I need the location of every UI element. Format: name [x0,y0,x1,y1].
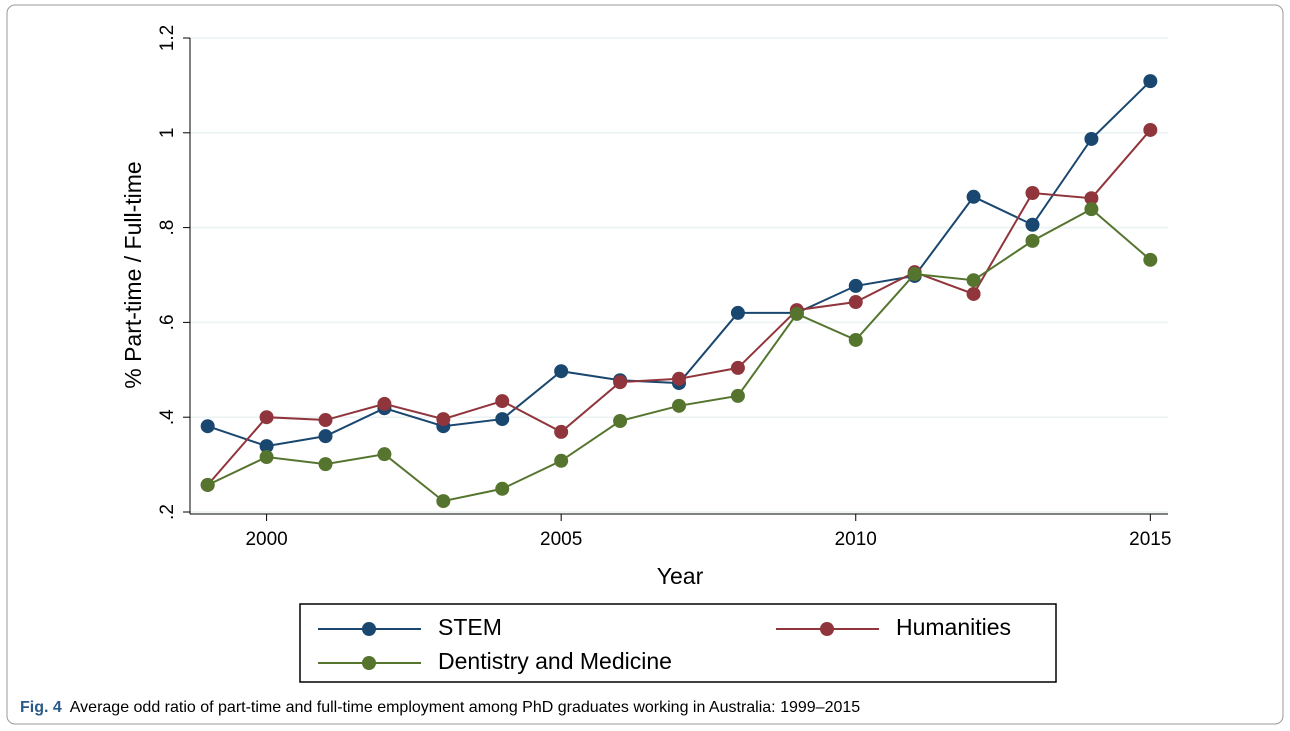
marker [259,410,274,425]
marker [848,295,863,310]
marker [1084,191,1099,206]
caption-text: Average odd ratio of part-time and full-… [70,699,860,716]
series-line [207,80,1152,448]
y-tick-label: 1.2 [157,25,178,51]
caption-label: Fig. 4 [20,699,62,716]
marker [436,494,451,509]
marker [1143,122,1158,137]
marker [848,278,863,293]
y-tick-label: 1 [157,128,178,139]
marker [672,398,686,413]
marker [613,413,628,428]
legend-marker [362,656,376,670]
marker [1143,74,1158,89]
marker [966,286,981,301]
marker [672,371,686,386]
y-tick-label: .2 [157,504,178,520]
legend-label: STEM [438,614,502,640]
legend [299,603,1057,683]
marker [318,429,333,444]
marker [377,396,392,411]
x-tick-label: 2000 [245,529,287,550]
marker [1084,202,1099,217]
x-axis-title: Year [657,563,704,589]
y-axis-title: % Part-time / Full-time [120,161,146,388]
marker [554,453,569,468]
marker [848,332,863,347]
x-tick-label: 2015 [1129,529,1171,550]
marker [259,450,274,465]
legend-marker [362,622,376,636]
marker [730,360,745,375]
legend-marker [820,622,834,636]
x-tick-label: 2010 [835,529,877,550]
marker [730,388,745,403]
marker [259,439,274,454]
marker [554,364,569,379]
marker [1025,185,1040,200]
series-line [207,207,1151,503]
marker [730,305,745,320]
marker [966,189,981,204]
marker [1143,252,1158,267]
marker [554,424,569,439]
marker [1025,233,1040,248]
marker [907,267,922,282]
marker [436,412,451,427]
marker [789,306,804,321]
y-tick-label: .4 [157,409,178,425]
legend-label: Humanities [896,614,1011,640]
frame [6,4,1284,725]
marker [318,413,333,428]
marker [613,375,628,390]
marker [1084,131,1099,146]
marker [495,481,510,496]
y-tick-label: .6 [157,314,178,330]
marker [200,419,215,434]
caption: Fig. 4 Average odd ratio of part-time and… [20,699,860,716]
y-tick-label: .8 [157,220,178,236]
marker [377,447,392,462]
marker [966,273,981,288]
legend-label: Dentistry and Medicine [438,648,672,674]
marker [1025,217,1040,232]
x-tick-label: 2005 [540,529,582,550]
series-line [206,129,1152,486]
marker [495,412,510,427]
marker [495,394,510,409]
marker [318,457,333,472]
marker [200,477,215,492]
